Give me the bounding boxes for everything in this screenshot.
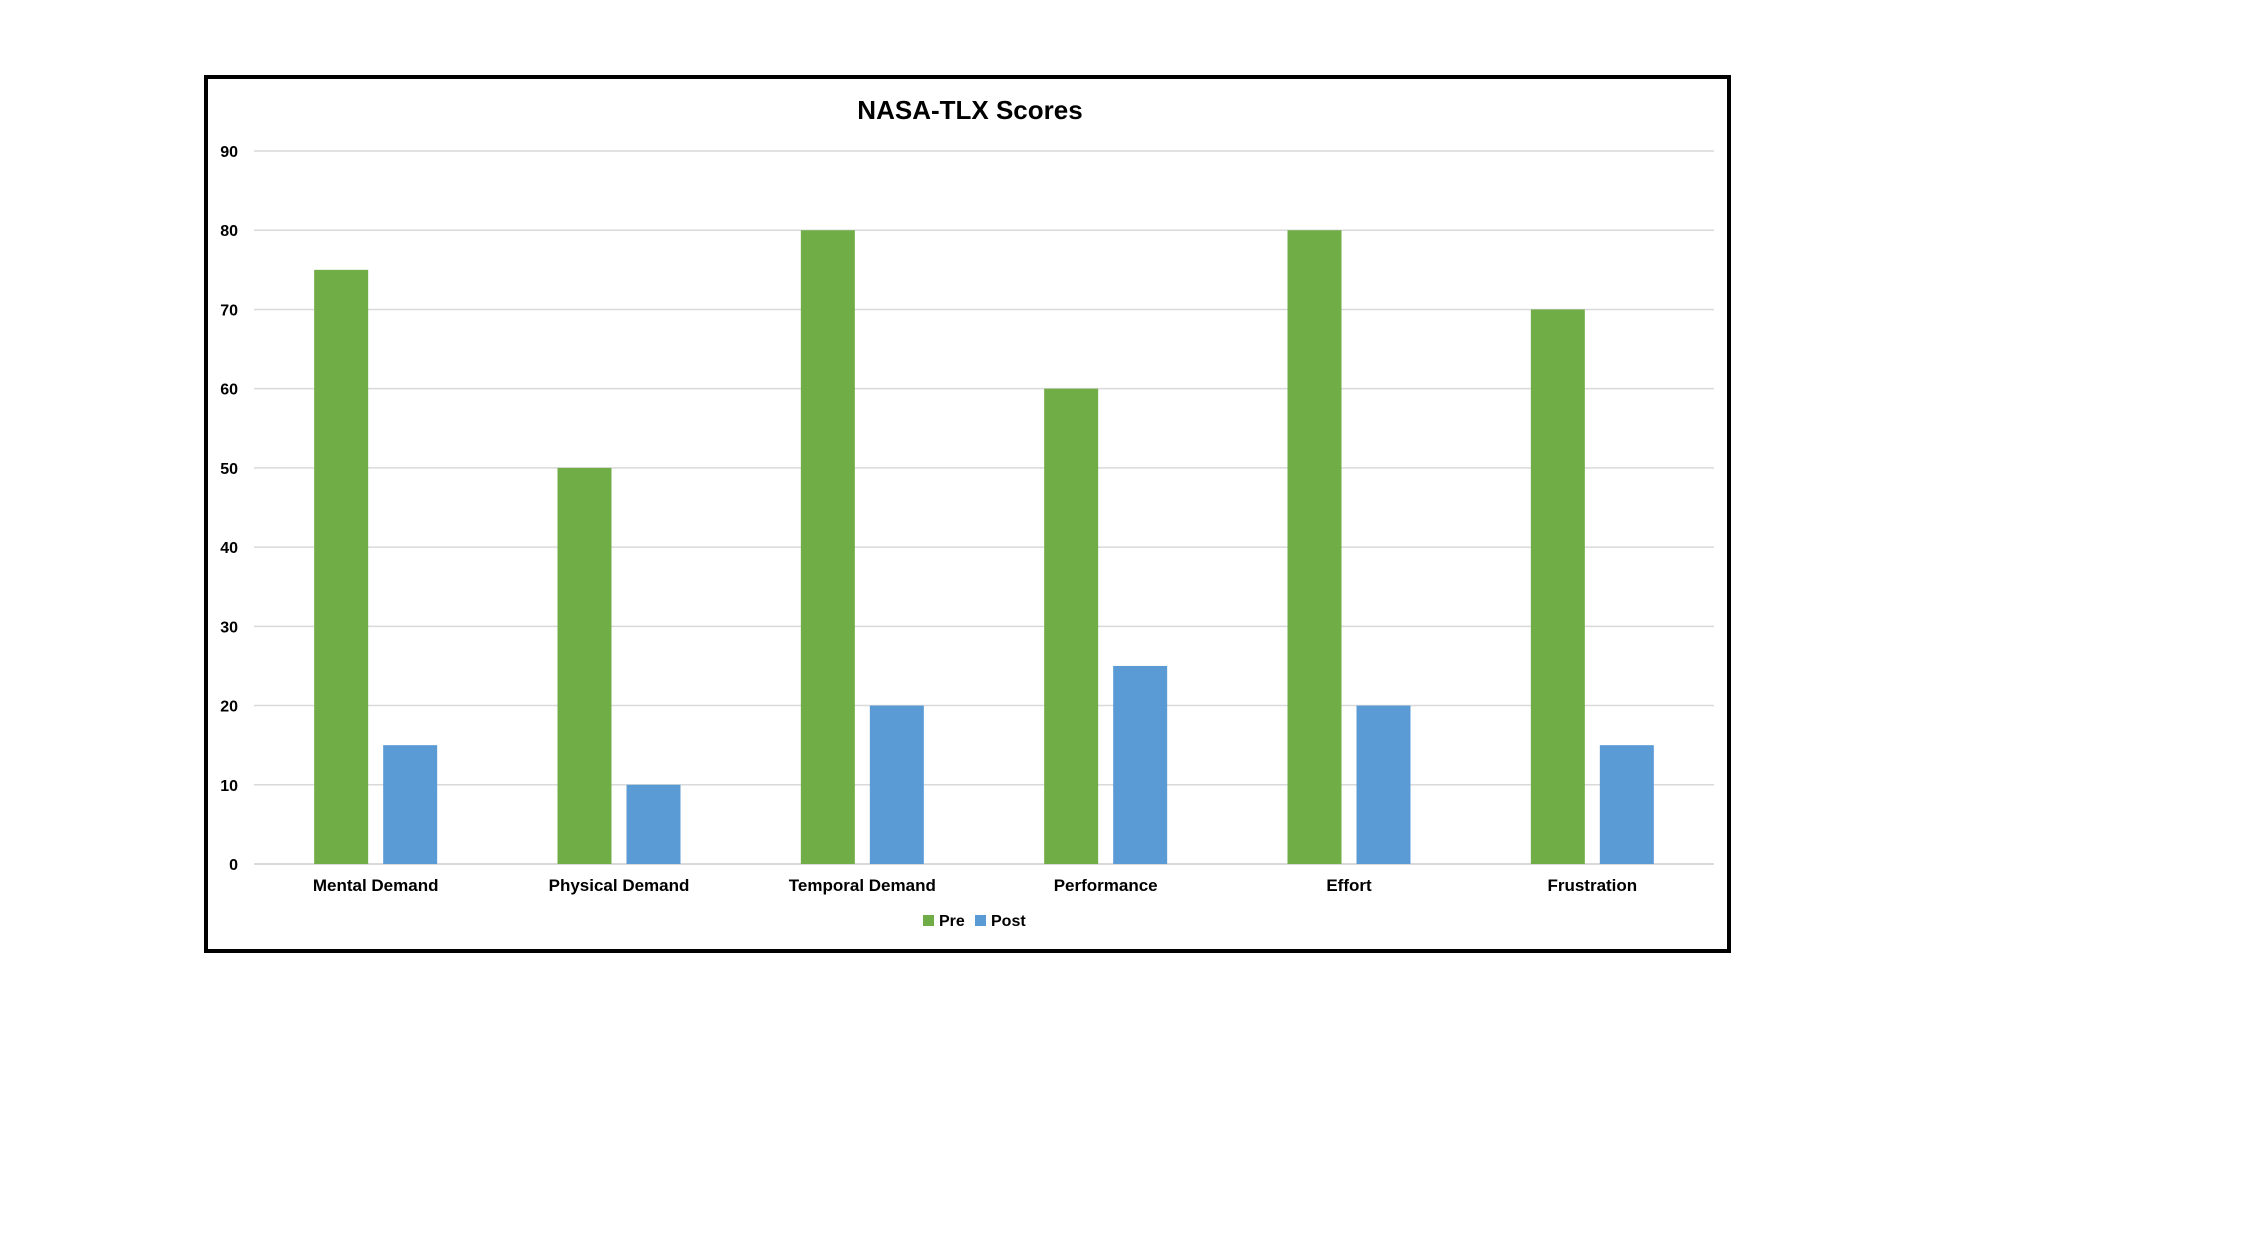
y-tick-label: 50 bbox=[220, 461, 238, 478]
y-tick-label: 40 bbox=[220, 540, 238, 557]
chart-frame bbox=[204, 75, 1731, 953]
bar-pre-frustration bbox=[1530, 309, 1585, 864]
bar-post-performance bbox=[1113, 665, 1168, 864]
y-axis-ticks: 0 10 20 30 40 50 60 70 80 90 bbox=[220, 144, 238, 874]
bar-post-frustration bbox=[1599, 745, 1654, 864]
y-tick-label: 10 bbox=[220, 778, 238, 795]
bar-pre-mental-demand bbox=[314, 269, 369, 864]
x-category-label: Mental Demand bbox=[313, 876, 439, 895]
legend: Pre Post bbox=[923, 913, 1026, 930]
legend-swatch bbox=[975, 915, 986, 926]
legend-label: Pre bbox=[939, 913, 965, 930]
x-axis-labels: Mental Demand Physical Demand Temporal Dem… bbox=[313, 876, 1637, 895]
bar-post-temporal-demand bbox=[869, 705, 924, 864]
bar-pre-performance bbox=[1044, 388, 1099, 864]
x-category-label: Effort bbox=[1326, 876, 1372, 895]
chart-title: NASA-TLX Scores bbox=[857, 95, 1082, 125]
bar-pre-temporal-demand bbox=[800, 230, 855, 864]
bar-pre-effort bbox=[1287, 230, 1342, 864]
bar-pre-physical-demand bbox=[557, 467, 612, 864]
x-category-label: Physical Demand bbox=[549, 876, 690, 895]
y-tick-label: 90 bbox=[220, 144, 238, 161]
x-category-label: Frustration bbox=[1547, 876, 1637, 895]
legend-label: Post bbox=[991, 913, 1026, 930]
y-tick-label: 80 bbox=[220, 223, 238, 240]
y-tick-label: 60 bbox=[220, 382, 238, 399]
y-tick-label: 30 bbox=[220, 619, 238, 636]
y-tick-label: 0 bbox=[229, 857, 238, 874]
bar-post-mental-demand bbox=[383, 745, 438, 864]
x-category-label: Temporal Demand bbox=[789, 876, 936, 895]
bar-post-physical-demand bbox=[626, 784, 681, 864]
y-tick-label: 70 bbox=[220, 302, 238, 319]
bar-post-effort bbox=[1356, 705, 1411, 864]
y-tick-label: 20 bbox=[220, 699, 238, 716]
bars bbox=[314, 230, 1654, 864]
legend-swatch bbox=[923, 915, 934, 926]
gridlines bbox=[254, 150, 1714, 865]
x-category-label: Performance bbox=[1054, 876, 1158, 895]
